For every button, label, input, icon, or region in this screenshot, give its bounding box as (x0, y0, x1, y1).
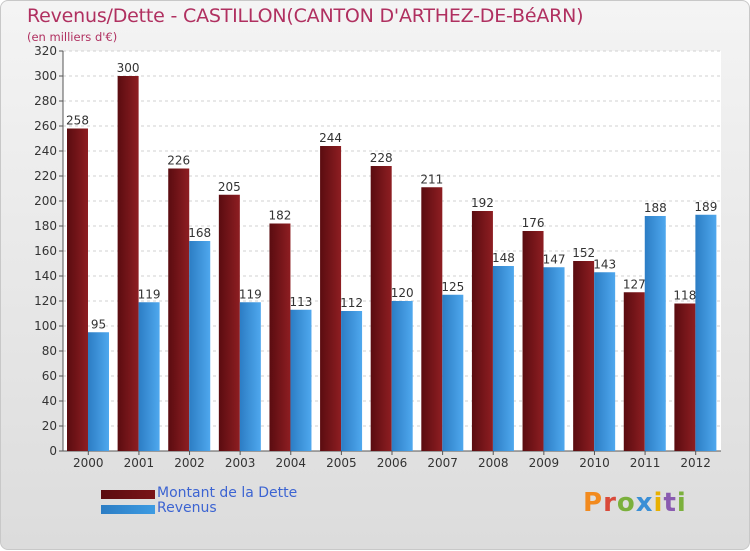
data-label-dette: 226 (167, 154, 190, 168)
data-label-dette: 300 (117, 61, 140, 75)
data-label-dette: 244 (319, 131, 342, 145)
chart-subtitle: (en milliers d'€) (27, 30, 118, 44)
bar-revenus (543, 267, 565, 451)
bar-revenus (695, 214, 717, 451)
data-label-dette: 152 (572, 246, 595, 260)
bar-revenus (290, 309, 312, 451)
bar-revenus (88, 332, 109, 451)
y-tick-label: 100 (34, 319, 57, 333)
data-label-revenus: 120 (391, 286, 414, 300)
bar-revenus (594, 272, 616, 451)
bar-revenus (391, 301, 413, 451)
x-tick-label: 2010 (579, 456, 610, 470)
data-label-revenus: 168 (188, 226, 211, 240)
bar-dette (573, 261, 595, 451)
bar-dette (623, 292, 645, 451)
bar-revenus (239, 302, 261, 451)
x-tick-label: 2001 (124, 456, 155, 470)
bar-revenus (442, 294, 464, 451)
data-label-dette: 211 (420, 172, 443, 186)
bar-dette (67, 128, 88, 451)
y-tick-label: 80 (42, 344, 57, 358)
x-tick-label: 2009 (529, 456, 560, 470)
logo-letter: x (635, 488, 654, 518)
legend-label-dette: Montant de la Dette (157, 485, 298, 501)
logo-letter: t (663, 488, 677, 518)
data-label-revenus: 112 (340, 296, 363, 310)
x-tick-label: 2012 (680, 456, 711, 470)
x-tick-label: 2011 (630, 456, 661, 470)
y-tick-label: 120 (34, 294, 57, 308)
x-tick-label: 2000 (73, 456, 104, 470)
data-label-dette: 182 (269, 209, 292, 223)
x-tick-label: 2006 (377, 456, 408, 470)
y-tick-label: 160 (34, 244, 57, 258)
legend-swatch-revenus (101, 505, 155, 514)
logo-letter: i (653, 488, 664, 518)
logo-letter: r (603, 488, 617, 518)
x-tick-label: 2008 (478, 456, 509, 470)
bar-dette (370, 166, 392, 451)
y-tick-label: 0 (49, 444, 57, 458)
logo-letter: P (583, 488, 604, 518)
y-tick-label: 300 (34, 69, 57, 83)
data-label-dette: 176 (522, 216, 545, 230)
y-tick-label: 140 (34, 269, 57, 283)
bar-dette (218, 194, 240, 451)
data-label-dette: 127 (623, 277, 646, 291)
x-tick-label: 2007 (427, 456, 458, 470)
y-tick-label: 260 (34, 119, 57, 133)
legend-label-revenus: Revenus (157, 500, 217, 516)
x-tick-label: 2004 (275, 456, 306, 470)
bar-dette (522, 231, 544, 451)
data-label-revenus: 148 (492, 251, 515, 265)
legend-swatch-dette (101, 490, 155, 499)
logo-letter: i (676, 488, 687, 518)
data-label-revenus: 188 (644, 201, 667, 215)
bar-dette (168, 168, 190, 451)
data-label-revenus: 113 (290, 295, 313, 309)
bar-revenus (644, 216, 666, 451)
x-tick-label: 2003 (225, 456, 256, 470)
bar-dette (320, 146, 342, 451)
y-tick-label: 220 (34, 169, 57, 183)
y-tick-label: 200 (34, 194, 57, 208)
x-tick-label: 2002 (174, 456, 205, 470)
y-tick-label: 320 (34, 44, 57, 58)
y-tick-label: 240 (34, 144, 57, 158)
y-tick-label: 280 (34, 94, 57, 108)
data-label-dette: 118 (673, 289, 696, 303)
bar-dette (117, 76, 139, 451)
bar-dette (471, 211, 493, 451)
bar-dette (674, 303, 696, 451)
bar-revenus (492, 266, 514, 451)
data-label-dette: 228 (370, 151, 393, 165)
bar-revenus (138, 302, 160, 451)
data-label-dette: 192 (471, 196, 494, 210)
bar-revenus (189, 241, 211, 451)
logo-letter: o (616, 488, 636, 518)
data-label-revenus: 143 (593, 257, 616, 271)
data-label-revenus: 95 (91, 317, 106, 331)
data-label-dette: 258 (66, 114, 89, 128)
y-tick-label: 180 (34, 219, 57, 233)
data-label-revenus: 119 (239, 287, 262, 301)
chart-title: Revenus/Dette - CASTILLON(CANTON D'ARTHE… (27, 5, 584, 27)
y-tick-label: 40 (42, 394, 57, 408)
x-tick-label: 2005 (326, 456, 357, 470)
data-label-revenus: 189 (694, 200, 717, 214)
data-label-revenus: 125 (441, 280, 464, 294)
data-label-dette: 205 (218, 180, 241, 194)
y-tick-label: 20 (42, 419, 57, 433)
data-label-revenus: 147 (543, 252, 566, 266)
data-label-revenus: 119 (138, 287, 161, 301)
bar-revenus (341, 311, 363, 451)
y-tick-label: 60 (42, 369, 57, 383)
bar-dette (421, 187, 443, 451)
proxiti-logo: Proxiti (583, 488, 687, 518)
bar-dette (269, 223, 291, 451)
